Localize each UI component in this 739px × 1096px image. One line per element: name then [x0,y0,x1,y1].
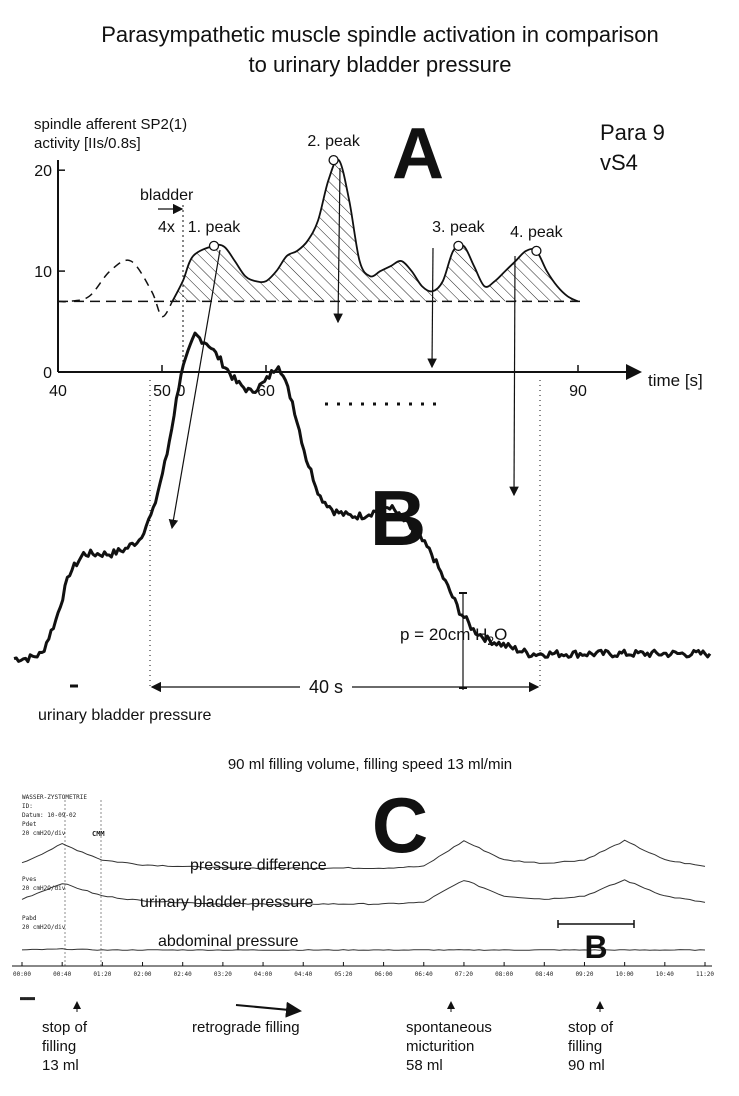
printout-pves: Pves [22,876,37,883]
c-time-tick-label: 06:40 [415,971,433,978]
peak-label: 1. peak [188,219,241,236]
panel-c: 90 ml filling volume, filling speed 13 m… [12,756,714,1074]
duration-label: 40 s [309,677,343,697]
printout-id: ID: [22,803,33,810]
panel-a-ylabel-line2: activity [IIs/0.8s] [34,135,141,152]
printout-footer: ■■■■■ [20,996,35,1002]
trace-label-pressure-difference: pressure difference [190,857,327,874]
panel-c-letter: C [372,781,428,869]
peak-correspondence-arrows [168,167,519,530]
panel-b-ylabel: urinary bladder pressure [38,707,212,724]
annotation-1-line1: stop of [42,1019,88,1036]
c-time-tick-label: 02:00 [133,971,151,978]
annotation-retrograde-filling: retrograde filling [192,1001,302,1036]
printout-pabd: Pabd [22,915,37,922]
bladder-factor: 4x [158,219,175,236]
activity-pre-trace [57,259,174,318]
section-b-bracket: B [557,920,635,965]
peak-marker [453,240,464,252]
peak-label: 3. peak [432,219,485,236]
c-time-tick-label: 00:40 [53,971,71,978]
subject-line1: Para 9 [600,120,665,145]
panel-a: spindle afferent SP2(1) activity [IIs/0.… [34,114,703,400]
annotation-spontaneous-micturition: spontaneous micturition 58 ml [406,1001,492,1074]
printout-pdet: Pdet [22,821,37,828]
a-xtick-label: 50 [153,383,171,400]
trace-label-abdominal-pressure: abdominal pressure [158,933,299,950]
printout-date: Datum: 10-09-02 [22,812,77,819]
trace-label-urinary-bladder-pressure: urinary bladder pressure [140,894,314,911]
panel-a-ylabel-line1: spindle afferent SP2(1) [34,116,187,133]
figure-title-line1: Parasympathetic muscle spindle activatio… [101,22,659,47]
a-ytick-label: 20 [34,163,52,180]
activity-trace [171,158,579,303]
c-time-tick-label: 09:20 [575,971,593,978]
panel-a-extra-zero-tick: 0 [177,383,186,400]
panel-b-letter: B [370,474,426,562]
c-time-tick-label: 08:00 [495,971,513,978]
a-xtick-label: 90 [569,383,587,400]
a-ytick-label: 10 [34,264,52,281]
annotation-2-line1: retrograde filling [192,1019,300,1036]
peak-marker [208,240,220,252]
c-time-tick-label: 08:40 [535,971,553,978]
annotation-4-line1: stop of [568,1019,614,1036]
c-time-tick-label: 07:20 [455,971,473,978]
c-time-tick-label: 10:40 [656,971,674,978]
printout-pves-scale: 20 cmH2O/div [22,885,66,892]
trace-urinary-bladder-pressure [21,879,706,906]
peak-marker [531,245,542,257]
bladder-label: bladder [140,187,194,204]
panel-a-letter: A [392,114,444,194]
c-time-tick-label: 05:20 [334,971,352,978]
panel-b: B 40 s p = 20cm H2O urinary bladder pres… [13,331,712,724]
subject-line2: vS4 [600,150,638,175]
pressure-scale-label: p = 20cm H2O [400,625,507,648]
a-xtick-label: 40 [49,383,67,400]
peak-label: 4. peak [510,224,563,241]
annotation-4-line2: filling [568,1038,602,1055]
annotation-1-line3: 13 ml [42,1057,79,1074]
trace-pressure-difference [21,839,706,870]
annotation-4-line3: 90 ml [568,1057,605,1074]
printout-title: WASSER-ZYSTOMETRIE [22,794,87,801]
c-time-tick-label: 11:20 [696,971,714,978]
printout-pabd-scale: 20 cmH2O/div [22,924,66,931]
panel-a-x-ticks: 40 50 60 90 [49,365,587,400]
panel-a-xlabel: time [s] [648,371,703,390]
a-ytick-label: 0 [43,365,52,382]
c-time-tick-label: 03:20 [214,971,232,978]
annotation-3-line3: 58 ml [406,1057,443,1074]
c-time-tick-label: 04:40 [294,971,312,978]
peak-marker [328,154,339,166]
annotation-3-line1: spontaneous [406,1019,492,1036]
peak-label: 2. peak [307,133,360,150]
c-time-tick-label: 06:00 [375,971,393,978]
annotation-1-line2: filling [42,1038,76,1055]
c-time-ticks: 00:00 00:40 01:20 02:00 02:40 03:20 04:00 04:40… [13,962,714,978]
c-time-tick-label: 00:00 [13,971,31,978]
c-time-tick-label: 02:40 [174,971,192,978]
trace-abdominal-pressure [21,948,706,951]
printout-header: WASSER-ZYSTOMETRIE ID: Datum: 10-09-02 P… [22,794,105,931]
figure-title-line2: to urinary bladder pressure [249,52,512,77]
panel-c-header: 90 ml filling volume, filling speed 13 m… [228,756,512,773]
a-xtick-label: 60 [257,383,275,400]
annotation-3-line2: micturition [406,1038,474,1055]
c-time-tick-label: 10:00 [616,971,634,978]
printout-mark-cmm: CMM [92,830,105,838]
peak-markers: 1. peak 2. peak 3. peak 4. peak [188,133,564,257]
panel-a-y-ticks: 0 10 20 [34,163,65,382]
c-time-tick-label: 01:20 [93,971,111,978]
c-time-tick-label: 04:00 [254,971,272,978]
activity-hatched-area [172,159,578,302]
bladder-pressure-trace [13,331,712,664]
annotation-stop-filling-13: stop of filling 13 ml [42,1001,88,1074]
annotation-stop-filling-90: stop of filling 90 ml [568,1001,614,1074]
bracket-label: B [584,929,607,965]
printout-pdet-scale: 20 cmH2O/div [22,830,66,837]
